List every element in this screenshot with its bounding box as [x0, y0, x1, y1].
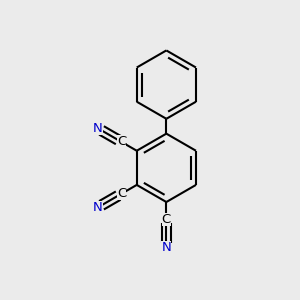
Text: C: C [117, 136, 126, 148]
Text: N: N [93, 201, 103, 214]
Text: C: C [117, 187, 126, 200]
Text: N: N [161, 241, 171, 254]
Text: C: C [162, 213, 171, 226]
Text: N: N [93, 122, 103, 135]
